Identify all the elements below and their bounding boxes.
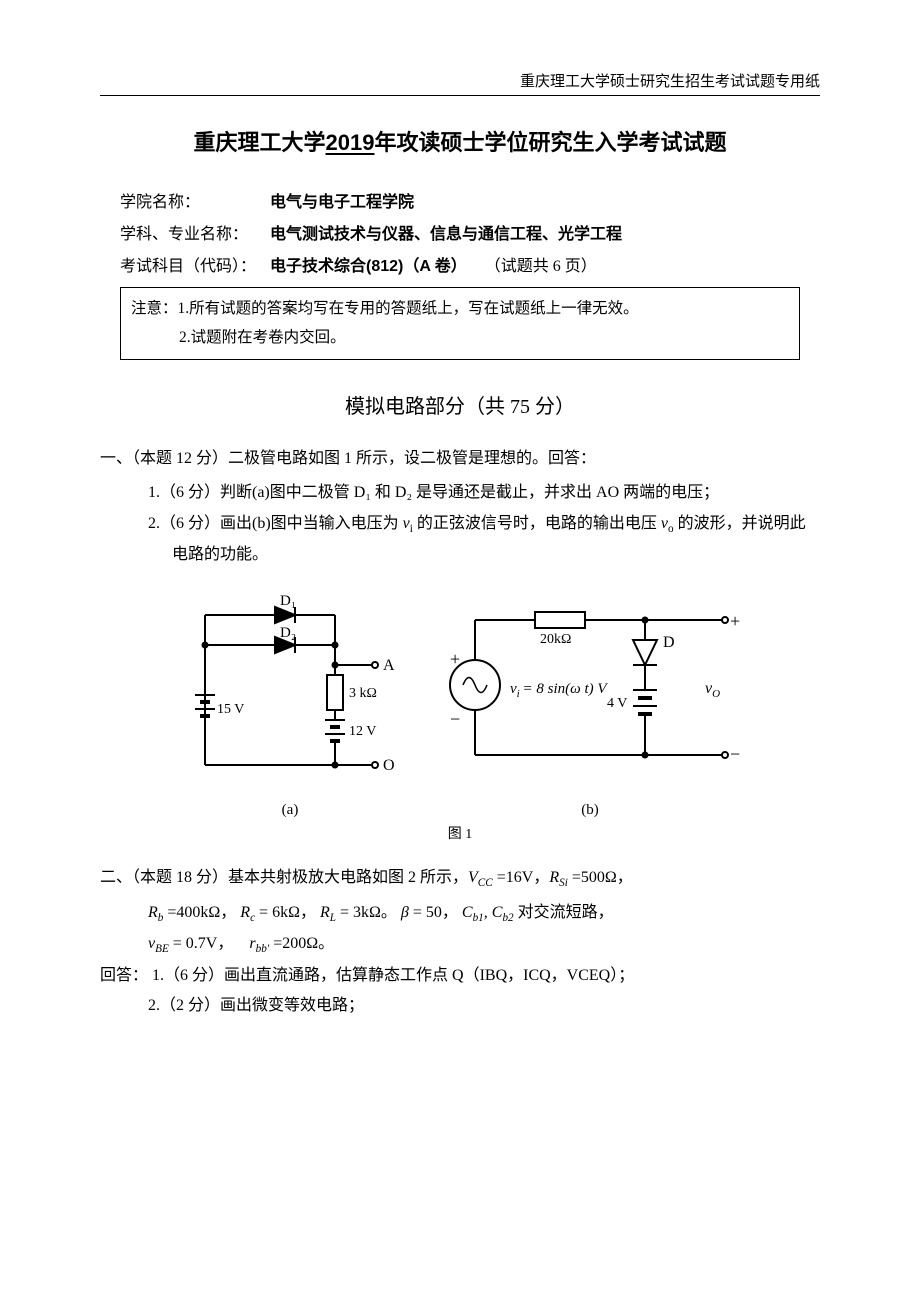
vi-symbol: v — [403, 515, 410, 532]
title-year: 2019 — [326, 130, 375, 155]
q2-sub2: 2.（2 分）画出微变等效电路； — [148, 991, 820, 1021]
q2-line2-c: = 3kΩ。 — [340, 904, 397, 921]
circuit-a-wrapper: D₁ D₂ A O 3 kΩ 15 V 12 V (a) — [175, 585, 405, 819]
fig1-caption: 图 1 — [100, 823, 820, 843]
notice-box: 注意：1.所有试题的答案均写在专用的答题纸上，写在试题纸上一律无效。 2.试题附… — [120, 287, 800, 360]
d2-label: D₂ — [280, 625, 296, 641]
major-value: 电气测试技术与仪器、信息与通信工程、光学工程 — [270, 219, 622, 251]
r-label: 3 kΩ — [349, 686, 377, 701]
r20k-label: 20kΩ — [540, 632, 571, 647]
vcc-sym: VCC — [468, 869, 493, 886]
q2-line2-d: = 50， — [413, 904, 458, 921]
q2-line2-e: 对交流短路， — [518, 904, 614, 921]
cb-sym: Cb1, Cb2 — [462, 904, 514, 921]
info-block: 学院名称： 电气与电子工程学院 学科、专业名称： 电气测试技术与仪器、信息与通信… — [120, 187, 800, 360]
notice-line1: 注意：1.所有试题的答案均写在专用的答题纸上，写在试题纸上一律无效。 — [131, 294, 789, 323]
page-header: 重庆理工大学硕士研究生招生考试试题专用纸 — [100, 70, 820, 96]
d1-label: D₁ — [280, 593, 296, 609]
circuit-b-label: (b) — [435, 802, 745, 819]
circuit-b-wrapper: 20kΩ D + − + − vi = 8 sin(ω t) V 4 V vO … — [435, 585, 745, 819]
q2-line3-a: = 0.7V， — [173, 935, 234, 952]
q1-head: 一、（本题 12 分）二极管电路如图 1 所示，设二极管是理想的。回答： — [100, 444, 820, 474]
rbb-sym: rbb' — [249, 935, 269, 952]
minus-left: − — [450, 709, 460, 729]
vi-label: vi = 8 sin(ω t) V — [510, 681, 608, 700]
subject-row: 考试科目（代码）： 电子技术综合(812)（A 卷） （试题共 6 页） — [120, 251, 800, 283]
school-row: 学院名称： 电气与电子工程学院 — [120, 187, 800, 219]
q2-sub1: 1.（6 分）画出直流通路，估算静态工作点 Q（IBQ，ICQ，VCEQ）； — [152, 967, 634, 984]
vo-sub: o — [668, 523, 674, 535]
exam-title: 重庆理工大学2019年攻读硕士学位研究生入学考试试题 — [100, 126, 820, 159]
v4-label: 4 V — [607, 696, 627, 711]
school-label: 学院名称： — [120, 187, 270, 219]
beta-sym: β — [401, 904, 409, 921]
q2-head-a: 二、（本题 18 分）基本共射极放大电路如图 2 所示， — [100, 869, 468, 886]
question-1: 一、（本题 12 分）二极管电路如图 1 所示，设二极管是理想的。回答： 1.（… — [100, 444, 820, 571]
q2-line3: vBE = 0.7V， rbb' =200Ω。 — [148, 929, 820, 960]
minus-right: − — [730, 744, 740, 764]
q2-line2-a: =400kΩ， — [167, 904, 236, 921]
plus-left: + — [450, 649, 460, 669]
title-suffix: 年攻读硕士学位研究生入学考试试题 — [374, 130, 726, 155]
q2-line2: Rb =400kΩ， Rc = 6kΩ， RL = 3kΩ。 β = 50， C… — [148, 898, 820, 929]
notice-line2: 2.试题附在考卷内交回。 — [179, 323, 789, 352]
circuit-b: 20kΩ D + − + − vi = 8 sin(ω t) V 4 V vO — [435, 585, 745, 795]
q2-line3-b: =200Ω。 — [273, 935, 334, 952]
vo-label: vO — [705, 680, 720, 700]
subject-value: 电子技术综合(812)（A 卷） — [270, 251, 467, 283]
section-title: 模拟电路部分（共 75 分） — [100, 390, 820, 419]
major-row: 学科、专业名称： 电气测试技术与仪器、信息与通信工程、光学工程 — [120, 219, 800, 251]
rc-sym: Rc — [240, 904, 255, 921]
circuit-a: D₁ D₂ A O 3 kΩ 15 V 12 V — [175, 585, 405, 795]
school-value: 电气与电子工程学院 — [270, 187, 414, 219]
q2-line2-b: = 6kΩ， — [259, 904, 316, 921]
q1-sub2-a: 2.（6 分）画出(b)图中当输入电压为 — [148, 515, 399, 532]
plus-right: + — [730, 611, 740, 631]
d-label: D — [663, 634, 675, 651]
vo-symbol: v — [661, 515, 668, 532]
node-o-label: O — [383, 757, 395, 774]
pages-note: （试题共 6 页） — [485, 251, 597, 283]
q2-head-b: =16V， — [497, 869, 550, 886]
q1-sub2: 2.（6 分）画出(b)图中当输入电压为 vi 的正弦波信号时，电路的输出电压 … — [148, 509, 820, 571]
title-prefix: 重庆理工大学 — [194, 130, 326, 155]
q2-head: 二、（本题 18 分）基本共射极放大电路如图 2 所示，VCC =16V，RSi… — [100, 863, 820, 894]
q2-ans-label: 回答： — [100, 967, 148, 984]
vbe-sym: vBE — [148, 935, 169, 952]
subject-label: 考试科目（代码）： — [120, 251, 270, 283]
circuit-a-label: (a) — [175, 802, 405, 819]
rsi-sym: RSi — [549, 869, 567, 886]
figure-1: D₁ D₂ A O 3 kΩ 15 V 12 V (a) — [100, 585, 820, 843]
header-text: 重庆理工大学硕士研究生招生考试试题专用纸 — [520, 74, 820, 90]
question-2: 二、（本题 18 分）基本共射极放大电路如图 2 所示，VCC =16V，RSi… — [100, 863, 820, 1022]
node-a-label: A — [383, 657, 395, 674]
figure-row: D₁ D₂ A O 3 kΩ 15 V 12 V (a) — [100, 585, 820, 819]
q2-head-c: =500Ω， — [572, 869, 633, 886]
q1-sub1: 1.（6 分）判断(a)图中二极管 D₁ 和 D₂ 是导通还是截止，并求出 AO… — [148, 478, 820, 508]
vi-sub: i — [410, 523, 413, 535]
major-label: 学科、专业名称： — [120, 219, 270, 251]
rl-sym: RL — [320, 904, 336, 921]
rb-sym: Rb — [148, 904, 163, 921]
v15-label: 15 V — [217, 702, 244, 717]
q1-sub2-b: 的正弦波信号时，电路的输出电压 — [417, 515, 657, 532]
q2-answer: 回答： 1.（6 分）画出直流通路，估算静态工作点 Q（IBQ，ICQ，VCEQ… — [100, 961, 820, 991]
v12-label: 12 V — [349, 724, 376, 739]
